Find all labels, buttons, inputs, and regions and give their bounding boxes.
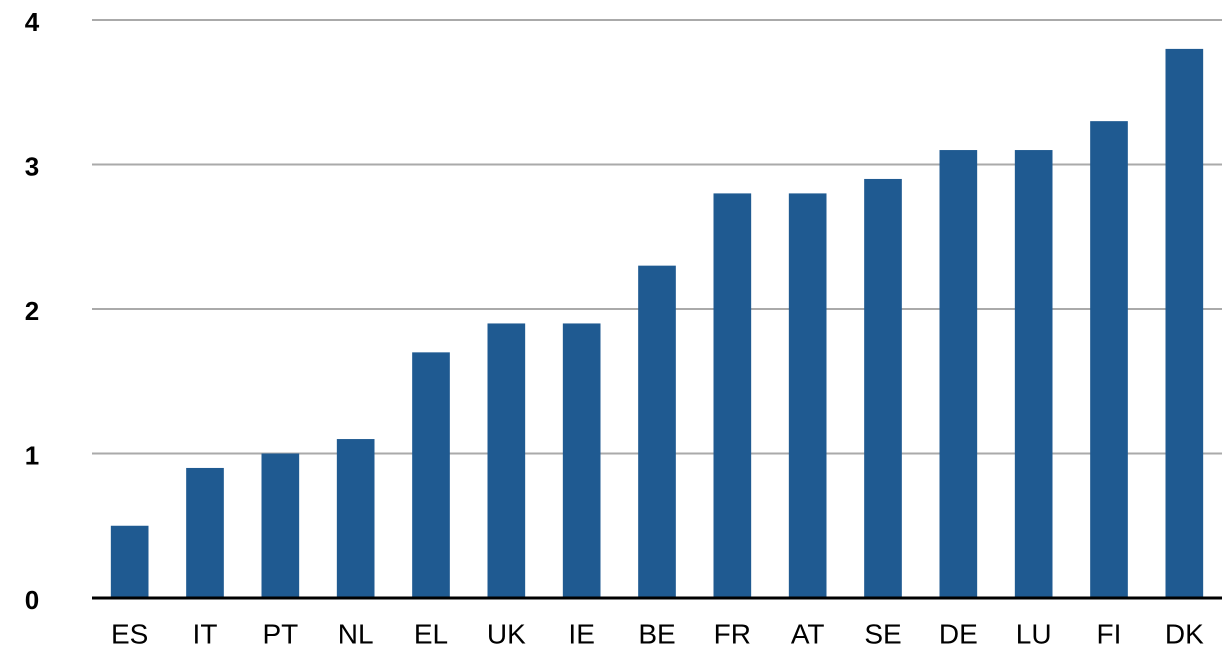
bar	[336, 439, 375, 598]
bar	[788, 193, 827, 598]
x-tick-label: SE	[864, 618, 901, 649]
bar	[1165, 48, 1204, 598]
bar	[412, 352, 450, 598]
x-tick-label: ES	[111, 618, 148, 649]
x-tick-label: UK	[487, 618, 526, 649]
bar	[638, 265, 676, 598]
x-tick-label: IT	[193, 618, 218, 649]
bar	[261, 453, 300, 598]
x-tick-label: DE	[939, 618, 978, 649]
bar	[110, 525, 149, 598]
y-tick-label: 0	[25, 585, 39, 615]
x-tick-label: IE	[568, 618, 594, 649]
bar	[1090, 121, 1128, 599]
x-tick-label: LU	[1016, 618, 1052, 649]
bar	[939, 150, 978, 599]
x-tick-label: PT	[262, 618, 298, 649]
x-tick-label: NL	[338, 618, 374, 649]
bar	[487, 323, 526, 598]
y-tick-label: 3	[25, 151, 39, 181]
y-tick-label: 1	[25, 440, 39, 470]
bar	[1014, 150, 1053, 599]
bar	[186, 467, 224, 598]
x-tick-label: FR	[714, 618, 751, 649]
x-tick-label: EL	[414, 618, 448, 649]
y-tick-label: 4	[25, 7, 40, 37]
x-tick-label: FI	[1097, 618, 1122, 649]
x-tick-label: DK	[1165, 618, 1204, 649]
bar	[713, 193, 752, 598]
y-tick-label: 2	[25, 296, 39, 326]
x-tick-label: AT	[791, 618, 825, 649]
bar	[864, 178, 902, 598]
bar	[562, 323, 601, 598]
x-tick-label: BE	[638, 618, 675, 649]
